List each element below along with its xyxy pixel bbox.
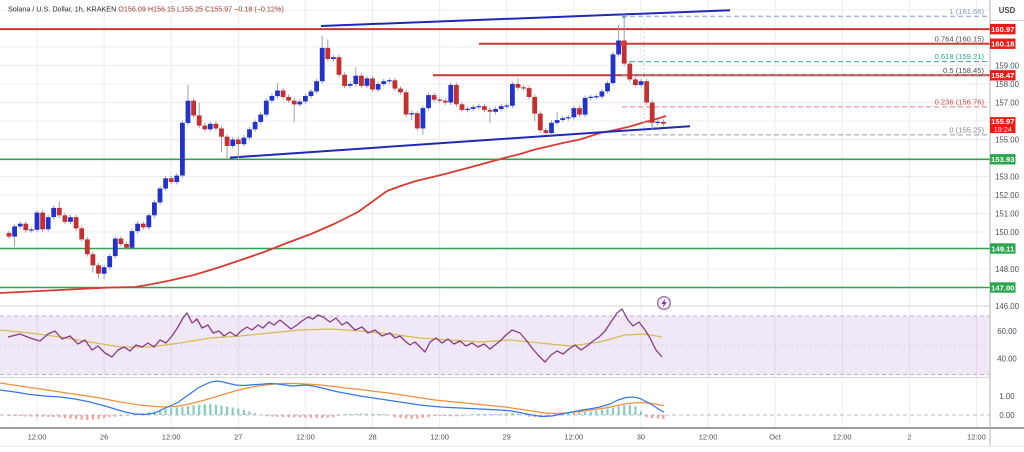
svg-text:27: 27: [234, 433, 242, 442]
svg-text:12:00: 12:00: [833, 433, 852, 442]
svg-text:153.93: 153.93: [991, 155, 1014, 164]
svg-text:0.00: 0.00: [999, 411, 1015, 420]
svg-text:150.00: 150.00: [995, 228, 1020, 237]
svg-text:148.00: 148.00: [995, 265, 1020, 274]
svg-text:28: 28: [368, 433, 376, 442]
svg-text:2: 2: [907, 433, 911, 442]
svg-text:12:00: 12:00: [699, 433, 718, 442]
svg-text:29: 29: [503, 433, 511, 442]
svg-text:12:00: 12:00: [162, 433, 181, 442]
svg-text:1 (161.66): 1 (161.66): [949, 7, 984, 16]
svg-text:19:24: 19:24: [994, 125, 1012, 134]
svg-text:152.00: 152.00: [995, 191, 1020, 200]
svg-text:0.236 (156.76): 0.236 (156.76): [935, 97, 985, 106]
svg-text:12:00: 12:00: [28, 433, 47, 442]
svg-text:26: 26: [100, 433, 108, 442]
svg-text:Oct: Oct: [769, 433, 782, 442]
svg-text:153.00: 153.00: [995, 173, 1020, 182]
svg-text:160.97: 160.97: [991, 25, 1014, 34]
svg-text:Solana / U.S. Dollar, 1h, KRAK: Solana / U.S. Dollar, 1h, KRAKEN O156.09…: [8, 5, 284, 14]
svg-text:160.18: 160.18: [991, 40, 1014, 49]
svg-text:149.11: 149.11: [991, 244, 1015, 253]
svg-text:0.764 (160.15): 0.764 (160.15): [935, 35, 985, 44]
svg-text:60.00: 60.00: [997, 327, 1017, 336]
svg-text:40.00: 40.00: [997, 355, 1017, 364]
svg-text:158.00: 158.00: [995, 80, 1020, 89]
svg-text:30: 30: [637, 433, 645, 442]
svg-text:159.00: 159.00: [995, 62, 1020, 71]
svg-text:151.00: 151.00: [995, 210, 1020, 219]
svg-text:0 (155.25): 0 (155.25): [949, 125, 984, 134]
svg-text:155.00: 155.00: [995, 136, 1020, 145]
svg-text:USD: USD: [999, 6, 1016, 15]
svg-text:0.5 (158.45): 0.5 (158.45): [943, 66, 984, 75]
svg-text:1.00: 1.00: [999, 392, 1015, 401]
svg-text:157.00: 157.00: [995, 99, 1020, 108]
svg-text:12:00: 12:00: [564, 433, 583, 442]
svg-text:12:00: 12:00: [430, 433, 449, 442]
svg-text:147.00: 147.00: [991, 283, 1014, 292]
svg-text:146.00: 146.00: [995, 302, 1020, 311]
svg-text:158.47: 158.47: [991, 71, 1014, 80]
svg-text:12:00: 12:00: [296, 433, 315, 442]
svg-text:12:00: 12:00: [967, 433, 986, 442]
svg-text:0.618 (159.21): 0.618 (159.21): [935, 52, 985, 61]
